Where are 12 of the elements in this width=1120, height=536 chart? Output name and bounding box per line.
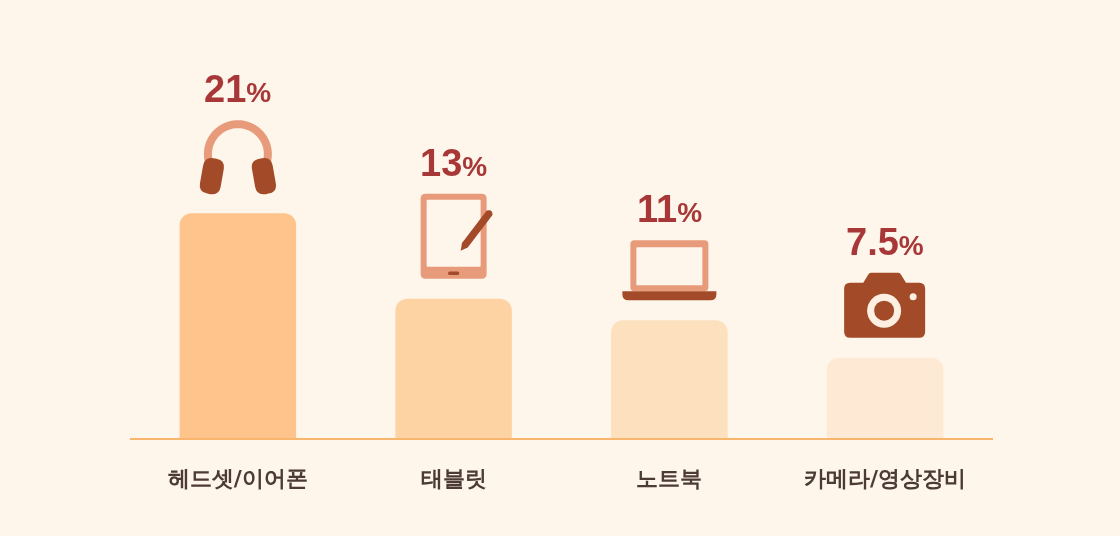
data-label: 11% — [637, 188, 703, 230]
bar — [826, 357, 944, 438]
x-tick-label: 헤드셋/이어폰 — [167, 466, 308, 492]
bar — [611, 320, 728, 438]
x-tick-label: 태블릿 — [420, 466, 487, 492]
x-tick-label: 노트북 — [636, 466, 703, 492]
data-label: 21% — [204, 68, 272, 110]
bar — [395, 298, 512, 438]
data-label: 13% — [420, 142, 488, 184]
bar — [179, 213, 297, 438]
data-label: 7.5% — [846, 221, 924, 263]
x-tick-label: 카메라/영상장비 — [804, 466, 967, 492]
